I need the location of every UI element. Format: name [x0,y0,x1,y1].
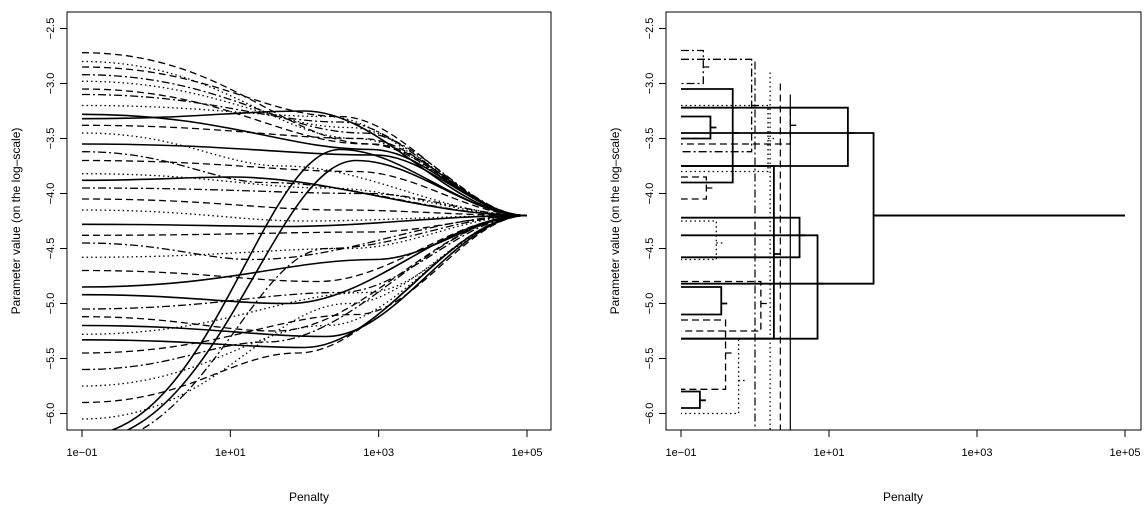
series-line [81,198,528,217]
right-x-tick-label: 1e−01 [666,447,697,459]
series-line [81,74,528,217]
right-y-tick-label: −5.5 [644,348,656,370]
series-line [138,214,528,430]
series-line [81,124,528,217]
left-y-tick-label: −5.5 [45,348,57,370]
merge-link [681,49,710,85]
left-y-tick-label: −3.0 [45,73,57,95]
series-line [81,159,528,217]
right-y-tick-label: −5.0 [644,293,656,315]
right-x-tick-label: 1e+03 [962,447,993,459]
left-y-tick-label: −4.5 [45,238,57,260]
merge-link [681,115,717,140]
series-line [81,214,528,404]
left-x-tick-label: 1e+01 [215,447,246,459]
merge-link [681,165,780,340]
right-merge-group [681,49,1125,430]
series-line [81,214,528,371]
series-line [81,176,528,217]
series-line [81,214,528,335]
series-line [81,214,528,305]
series-line [81,60,528,217]
merge-link [681,319,732,390]
series-line [81,110,528,217]
left-panel: 1e−01 1e+01 1e+03 1e+05 −6.0 −5.5 −5.0 −4.5 −4.0… [9,11,552,504]
left-y-axis-label: Parameter value (on the log–scale) [9,128,23,315]
left-x-tick-label: 1e+05 [512,447,543,459]
series-line [81,214,528,310]
left-y-tick-label: −6.0 [45,403,57,425]
series-line [108,148,528,430]
right-y-tick-label: −3.5 [644,128,656,150]
left-axes: 1e−01 1e+01 1e+03 1e+05 −6.0 −5.5 −5.0 −4.5 −4.0… [45,18,542,459]
right-x-tick-label: 1e+05 [1110,447,1141,459]
right-y-tick-label: −4.0 [644,183,656,205]
right-y-tick-label: −6.0 [644,403,656,425]
left-series-group [81,52,528,430]
left-y-tick-label: −4.0 [45,183,57,205]
merge-link [681,104,775,173]
series-line [81,214,528,261]
right-x-tick-label: 1e+01 [814,447,845,459]
merge-link [681,220,723,261]
right-panel: 1e−01 1e+01 1e+03 1e+05 −6.0 −5.5 −5.0 −4.5 −4.0… [608,11,1142,504]
merge-link [681,176,713,200]
merge-link [681,216,806,259]
merge-link [681,338,745,415]
series-line [81,143,528,217]
left-y-tick-label: −2.5 [45,18,57,40]
merge-link [681,88,739,184]
series-line [81,214,528,387]
merge-link [681,280,767,332]
right-y-tick-label: −2.5 [644,18,656,40]
series-line [81,104,528,217]
series-line [81,214,528,354]
right-y-tick-label: −3.0 [644,73,656,95]
series-line [81,209,528,222]
right-x-axis-label: Penalty [883,490,923,504]
left-y-tick-label: −5.0 [45,293,57,315]
right-axes: 1e−01 1e+01 1e+03 1e+05 −6.0 −5.5 −5.0 −4.5 −4.0… [644,18,1140,459]
merge-link [681,286,728,316]
series-line [81,214,528,338]
series-line [81,132,528,217]
left-plot-frame [66,11,552,431]
right-plot-frame [665,11,1142,431]
left-x-tick-label: 1e+03 [363,447,394,459]
left-y-tick-label: −3.5 [45,128,57,150]
left-x-axis-label: Penalty [289,490,329,504]
right-y-tick-label: −4.5 [644,238,656,260]
series-line [81,187,528,217]
series-line [81,214,528,228]
right-y-axis-label: Parameter value (on the log–scale) [608,128,622,315]
left-x-tick-label: 1e−01 [67,447,98,459]
series-line [125,159,528,430]
merge-link [681,390,706,409]
